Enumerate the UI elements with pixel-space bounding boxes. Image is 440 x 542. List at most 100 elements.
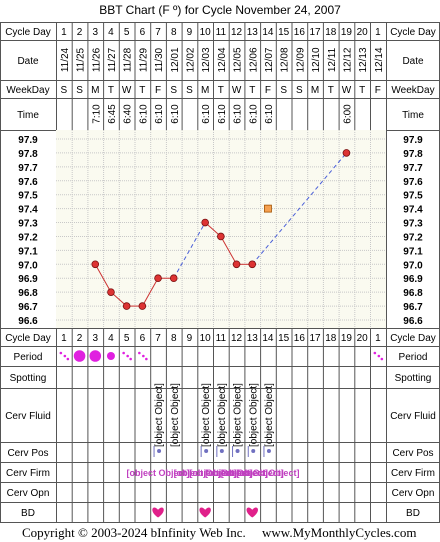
cerv-pos-dot <box>204 449 209 453</box>
cycle-day-cell: 4 <box>108 27 114 38</box>
date-cell: 12/13 <box>358 47 369 72</box>
cycle-day-cell: 9 <box>187 333 193 344</box>
date-cell: 12/03 <box>201 47 212 72</box>
weekday-cell: S <box>186 85 193 96</box>
temp-label-left: 97.2 <box>18 232 38 243</box>
cycle-day-cell: 20 <box>357 27 369 38</box>
cycle-day-cell: 3 <box>92 333 98 344</box>
date-cell: 12/09 <box>295 47 306 72</box>
cerv-firm-cell: [object Object] <box>236 468 299 478</box>
weekday-cell: F <box>155 85 161 96</box>
period-spot <box>129 357 132 361</box>
temp-label-left: 97.9 <box>18 135 38 146</box>
cerv-pos-dot <box>235 449 240 453</box>
weekday-cell: T <box>249 85 255 96</box>
cycle-day-cell: 17 <box>309 333 321 344</box>
row-label-right-period: Period <box>399 352 428 363</box>
bbt-chart: BBT Chart (F º) for Cycle November 24, 2… <box>0 3 440 523</box>
cycle-day-cell: 6 <box>140 333 146 344</box>
temp-point <box>232 260 241 269</box>
cerv-firm-cell: [object Object] <box>127 468 190 478</box>
bd-heart-icon <box>246 507 258 518</box>
cycle-day-cell: 5 <box>124 27 130 38</box>
cerv-fluid-cell: [object Object] <box>248 383 259 447</box>
date-cell: 12/06 <box>248 47 259 72</box>
temp-line <box>141 277 159 307</box>
cycle-day-cell: 8 <box>171 333 177 344</box>
time-cell: 6:10 <box>248 104 259 124</box>
date-cell: 12/14 <box>374 47 385 72</box>
cerv-firm-cell: [object Object] <box>205 468 268 478</box>
time-cell: 6:10 <box>201 104 212 124</box>
row-label-period: Period <box>14 352 43 363</box>
cycle-day-cell: 1 <box>61 333 67 344</box>
temp-point <box>154 274 162 283</box>
row-label-right-bd: BD <box>406 508 420 519</box>
cycle-day-cell: 1 <box>61 27 67 38</box>
period-spot <box>145 357 148 361</box>
row-label-cycle_day: Cycle Day <box>5 333 51 344</box>
cycle-day-cell: 19 <box>341 333 353 344</box>
date-cell: 12/01 <box>170 47 181 72</box>
weekday-cell: T <box>359 85 365 96</box>
weekday-cell: T <box>139 85 145 96</box>
row-label-bd: BD <box>21 508 35 519</box>
temp-label-left: 96.7 <box>18 302 38 313</box>
cerv-fluid-cell: [object Object] <box>217 383 228 447</box>
weekday-cell: S <box>170 85 177 96</box>
cycle-day-cell: 9 <box>187 27 193 38</box>
temp-label-left: 96.8 <box>18 288 38 299</box>
cerv-pos-dot <box>219 449 224 453</box>
weekday-cell: T <box>218 85 224 96</box>
weekday-cell: S <box>296 85 303 96</box>
time-cell: 6:40 <box>123 104 134 124</box>
period-spot <box>138 351 141 355</box>
temp-label-left: 97.3 <box>18 219 38 230</box>
temp-point <box>169 274 178 283</box>
date-cell: 12/10 <box>311 47 322 72</box>
date-cell: 11/24 <box>60 47 71 72</box>
cerv-firm-cell: [object Object] <box>189 468 252 478</box>
temp-square-marker <box>264 204 272 213</box>
cycle-day-cell: 4 <box>108 333 114 344</box>
cycle-day-cell: 11 <box>216 27 227 38</box>
time-cell: 6:10 <box>233 104 244 124</box>
cycle-day-cell: 2 <box>77 27 83 38</box>
temp-line <box>220 236 237 265</box>
row-label-right-cycle_day: Cycle Day <box>390 27 436 38</box>
cycle-day-cell: 5 <box>124 333 130 344</box>
row-label-right-time: Time <box>402 110 424 121</box>
cerv-firm-cell: [object Object] <box>221 468 284 478</box>
temp-label-left: 97.6 <box>18 177 38 188</box>
row-label-weekday: WeekDay <box>6 85 49 96</box>
period-spot <box>59 351 63 355</box>
cycle-day-cell: 18 <box>325 27 337 38</box>
period-spot <box>66 357 70 361</box>
cycle-day-cell: 14 <box>262 27 274 38</box>
row-label-right-cerv_fluid: Cerv Fluid <box>390 411 436 422</box>
row-label-right-cerv_firm: Cerv Firm <box>391 468 435 479</box>
bd-heart-icon <box>152 507 164 518</box>
date-cell: 12/04 <box>217 47 228 72</box>
row-label-right-cerv_opn: Cerv Opn <box>392 488 435 499</box>
temp-label-left: 96.9 <box>18 274 38 285</box>
cycle-day-cell: 18 <box>325 333 337 344</box>
weekday-cell: T <box>108 85 114 96</box>
date-cell: 11/27 <box>107 47 118 72</box>
cycle-day-cell: 7 <box>155 27 161 38</box>
time-cell: 7:10 <box>91 104 102 124</box>
temp-label-left: 97.7 <box>18 163 38 174</box>
cycle-day-cell: 13 <box>247 27 259 38</box>
site-link[interactable]: www.MyMonthlyCycles.com <box>262 525 417 540</box>
temp-point <box>91 260 100 269</box>
temp-label-left: 97.1 <box>18 246 38 257</box>
date-cell: 12/12 <box>342 47 353 72</box>
weekday-cell: S <box>76 85 83 96</box>
cycle-day-cell: 1 <box>375 333 381 344</box>
weekday-cell: M <box>311 85 319 96</box>
cerv-fluid-cell: [object Object] <box>170 383 181 447</box>
date-cell: 12/05 <box>233 47 244 72</box>
temp-label-right: 97.4 <box>403 205 423 216</box>
date-cell: 11/26 <box>91 47 102 72</box>
temp-point <box>342 149 351 157</box>
